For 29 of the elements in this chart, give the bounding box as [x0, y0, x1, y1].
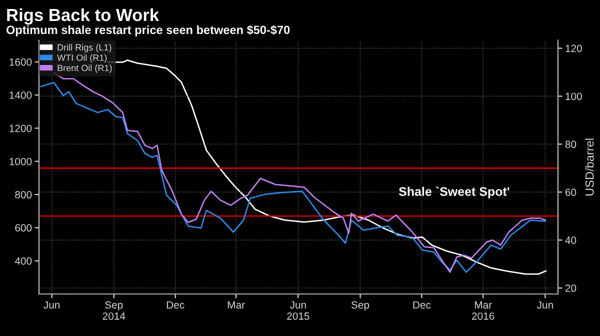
y2-tick-label: 100 — [566, 92, 582, 100]
y-tick-label: 1200 — [10, 124, 32, 132]
chart-title: Rigs Back to Work — [7, 8, 160, 25]
y2-tick-label: 20 — [565, 284, 576, 292]
legend-label: WTI Oil (R1) — [57, 54, 107, 63]
y-tick-label: 600 — [15, 224, 32, 232]
x-tick-label: Jun 2015 — [287, 301, 310, 320]
y-tick-label: 1400 — [10, 92, 32, 99]
x-tick-label: Mar — [228, 301, 245, 309]
y-tick-label: 400 — [14, 257, 32, 265]
x-tick-label: Mar 2016 — [472, 301, 494, 320]
legend-label: Drill Rigs (L1) — [58, 44, 112, 52]
x-tick-label: Jun — [536, 301, 553, 309]
y2-tick-label: 80 — [565, 140, 576, 148]
x-tick-label: Sep 2014 — [102, 301, 126, 320]
chart-subtitle: Optimum shale restart price seen between $50-$70 — [6, 25, 290, 36]
x-tick-label: Jun — [44, 301, 60, 309]
y2-axis-title: USD/barrel — [585, 138, 594, 196]
annotation: Shale `Sweet Spot' — [398, 186, 510, 198]
x-tick-label: Dec — [166, 301, 184, 309]
y-tick-label: 1600 — [10, 58, 32, 66]
x-tick-label: Sep — [351, 301, 370, 311]
x-tick-label: Dec — [413, 301, 431, 309]
y2-tick-label: 40 — [565, 236, 576, 244]
y-tick-label: 800 — [15, 191, 32, 198]
y-tick-label: 1000 — [10, 158, 32, 166]
y2-tick-label: 120 — [566, 44, 582, 52]
y2-tick-label: 60 — [565, 188, 576, 196]
legend-label: Brent Oil (R1) — [58, 64, 112, 73]
